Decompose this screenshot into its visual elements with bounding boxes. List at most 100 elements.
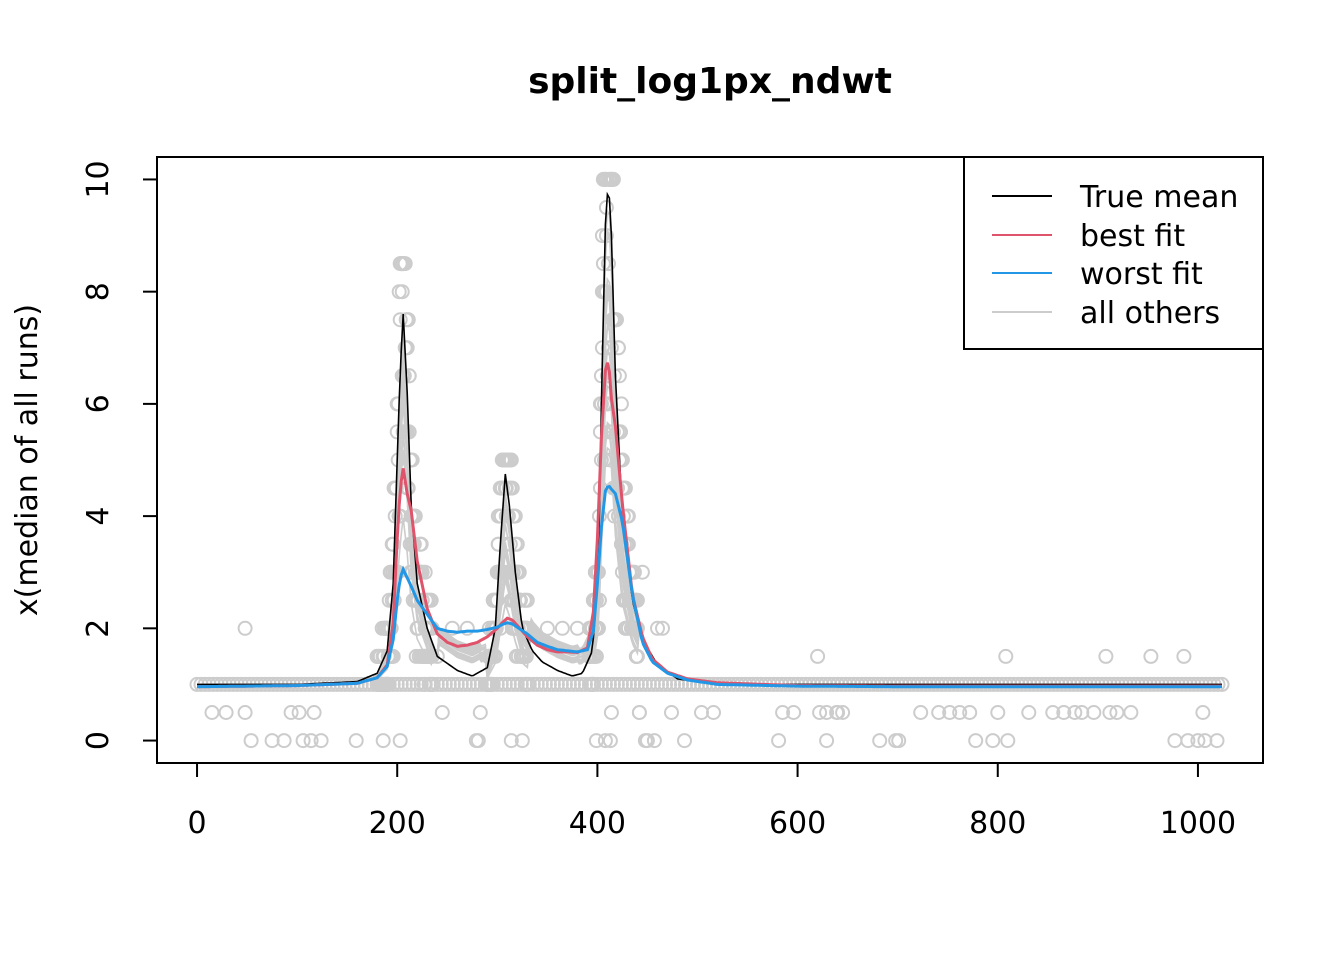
other-fit-line xyxy=(197,347,1222,686)
data-point xyxy=(819,733,835,749)
data-point xyxy=(599,171,615,187)
other-fit-line xyxy=(197,329,1222,686)
data-point xyxy=(291,705,307,720)
data-point xyxy=(392,312,408,328)
data-point xyxy=(503,733,519,749)
data-point xyxy=(1098,648,1114,664)
data-point xyxy=(1067,705,1083,720)
data-point xyxy=(391,284,407,300)
legend-label-all-others: all others xyxy=(1080,296,1220,331)
data-point xyxy=(888,733,904,749)
legend-label-best-fit: best fit xyxy=(1080,219,1185,254)
plot-frame xyxy=(156,156,1264,764)
series-line-best-fit xyxy=(197,362,1222,689)
other-fit-line xyxy=(197,331,1222,686)
data-point xyxy=(392,733,408,749)
data-point xyxy=(1021,705,1037,720)
other-fit-line xyxy=(197,363,1222,686)
data-point xyxy=(394,284,410,300)
data-point xyxy=(600,256,616,272)
data-point xyxy=(444,620,460,636)
data-point xyxy=(503,452,519,468)
data-point xyxy=(812,705,828,720)
data-point xyxy=(1000,733,1016,749)
y-tick-label: 2 xyxy=(81,619,116,638)
data-point xyxy=(569,620,585,636)
data-point xyxy=(1074,705,1090,720)
data-point xyxy=(597,733,613,749)
x-tick-label: 1000 xyxy=(1160,806,1236,841)
data-point xyxy=(962,705,978,720)
data-point xyxy=(424,676,440,692)
data-point xyxy=(514,733,530,749)
data-point xyxy=(655,620,670,636)
data-point xyxy=(819,705,835,720)
data-point xyxy=(631,705,647,720)
y-tick-label: 8 xyxy=(81,282,116,301)
x-tick-label: 200 xyxy=(369,806,426,841)
y-tick-label: 10 xyxy=(81,160,116,198)
data-point xyxy=(771,733,787,749)
data-point xyxy=(968,733,984,749)
data-point xyxy=(459,620,475,636)
data-point xyxy=(1167,733,1183,749)
other-fit-line xyxy=(197,296,1222,686)
other-fit-line xyxy=(197,323,1222,686)
data-point xyxy=(775,705,791,720)
data-point xyxy=(519,676,535,692)
data-point xyxy=(243,733,259,749)
other-fit-line xyxy=(197,332,1222,686)
data-point xyxy=(891,733,907,749)
data-point xyxy=(400,312,416,328)
data-point xyxy=(380,676,396,692)
data-point xyxy=(602,733,618,749)
data-point xyxy=(639,733,655,749)
y-tick-label: 6 xyxy=(81,394,116,413)
data-point xyxy=(913,705,929,720)
data-point xyxy=(295,733,311,749)
data-point xyxy=(1143,648,1159,664)
legend-box xyxy=(963,156,1264,350)
data-point xyxy=(416,676,432,692)
data-point xyxy=(204,705,220,720)
data-point xyxy=(585,676,601,692)
other-fit-line xyxy=(197,369,1222,686)
data-point xyxy=(497,452,513,468)
chart-title: split_log1px_ndwt xyxy=(528,61,892,102)
data-point xyxy=(1102,705,1118,720)
data-point xyxy=(504,480,520,496)
data-point xyxy=(237,620,253,636)
data-point xyxy=(634,564,650,580)
data-point xyxy=(595,256,611,272)
data-point xyxy=(1045,705,1061,720)
data-point xyxy=(468,733,484,749)
data-point xyxy=(706,705,721,720)
x-tick-label: 600 xyxy=(769,806,826,841)
other-fit-line xyxy=(197,348,1222,686)
data-point xyxy=(306,705,322,720)
data-point xyxy=(1123,705,1139,720)
data-point xyxy=(985,733,1001,749)
data-point xyxy=(237,705,253,720)
data-point xyxy=(264,733,280,749)
other-fit-line xyxy=(197,369,1222,686)
data-point xyxy=(942,705,958,720)
legend-label-true-mean: True mean xyxy=(1079,180,1238,215)
data-point xyxy=(283,705,299,720)
data-point xyxy=(472,705,488,720)
data-point xyxy=(998,648,1014,664)
data-point xyxy=(650,620,665,636)
other-fit-line xyxy=(197,351,1222,686)
data-point xyxy=(677,733,692,749)
data-point xyxy=(830,705,846,720)
data-point xyxy=(313,733,329,749)
data-point xyxy=(1190,733,1206,749)
data-point xyxy=(1195,705,1211,720)
data-point xyxy=(931,705,947,720)
legend-label-worst-fit: worst fit xyxy=(1080,257,1203,292)
x-tick-label: 0 xyxy=(187,806,206,841)
data-point xyxy=(348,733,364,749)
data-point xyxy=(218,705,234,720)
data-point xyxy=(1209,733,1225,749)
